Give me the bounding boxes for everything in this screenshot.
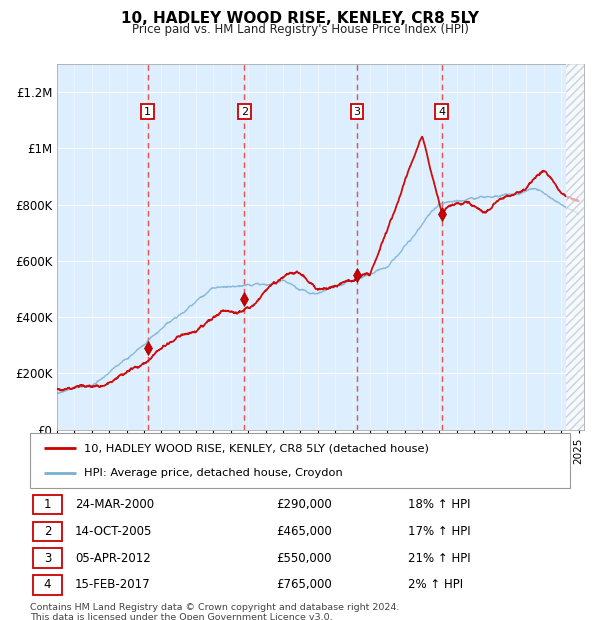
Text: 1: 1: [44, 498, 51, 511]
Text: 2: 2: [44, 525, 51, 538]
Text: 10, HADLEY WOOD RISE, KENLEY, CR8 5LY: 10, HADLEY WOOD RISE, KENLEY, CR8 5LY: [121, 11, 479, 25]
Text: 1: 1: [144, 107, 151, 117]
Text: £765,000: £765,000: [276, 578, 332, 591]
Text: 3: 3: [44, 552, 51, 565]
Text: HPI: Average price, detached house, Croydon: HPI: Average price, detached house, Croy…: [84, 468, 343, 478]
Text: 4: 4: [438, 107, 445, 117]
Text: Contains HM Land Registry data © Crown copyright and database right 2024.
This d: Contains HM Land Registry data © Crown c…: [30, 603, 400, 620]
Text: 18% ↑ HPI: 18% ↑ HPI: [408, 498, 470, 511]
FancyBboxPatch shape: [30, 433, 570, 488]
Text: 21% ↑ HPI: 21% ↑ HPI: [408, 552, 470, 565]
Text: 10, HADLEY WOOD RISE, KENLEY, CR8 5LY (detached house): 10, HADLEY WOOD RISE, KENLEY, CR8 5LY (d…: [84, 443, 429, 453]
Text: 15-FEB-2017: 15-FEB-2017: [75, 578, 151, 591]
Text: £550,000: £550,000: [276, 552, 331, 565]
Text: £290,000: £290,000: [276, 498, 332, 511]
Text: Price paid vs. HM Land Registry's House Price Index (HPI): Price paid vs. HM Land Registry's House …: [131, 23, 469, 36]
Text: 05-APR-2012: 05-APR-2012: [75, 552, 151, 565]
Text: 17% ↑ HPI: 17% ↑ HPI: [408, 525, 470, 538]
Text: 24-MAR-2000: 24-MAR-2000: [75, 498, 154, 511]
Text: £465,000: £465,000: [276, 525, 332, 538]
Text: 4: 4: [44, 578, 51, 591]
Text: 2% ↑ HPI: 2% ↑ HPI: [408, 578, 463, 591]
Text: 14-OCT-2005: 14-OCT-2005: [75, 525, 152, 538]
Text: 2: 2: [241, 107, 248, 117]
Text: 3: 3: [353, 107, 361, 117]
Bar: [566, 64, 592, 430]
